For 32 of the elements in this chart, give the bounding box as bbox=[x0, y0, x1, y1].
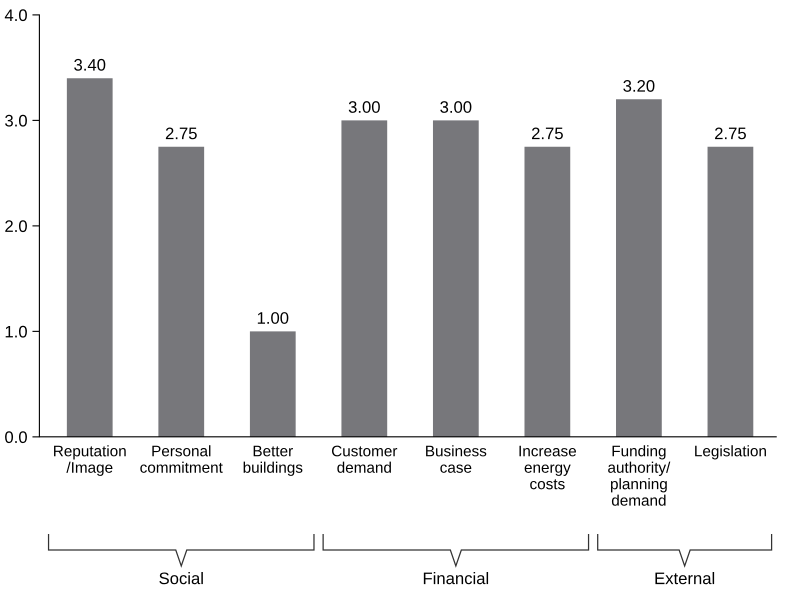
data-label: 3.20 bbox=[623, 80, 654, 92]
bar bbox=[341, 120, 388, 437]
x-tick-label: Increase energy costs bbox=[519, 446, 576, 490]
data-label: 2.75 bbox=[715, 128, 746, 140]
y-tick-label: 3.0 bbox=[5, 114, 27, 127]
y-tick-label: 0.0 bbox=[5, 431, 27, 444]
data-label: 2.75 bbox=[532, 128, 563, 140]
x-tick-label: Customer demand bbox=[332, 446, 398, 473]
bar bbox=[708, 146, 754, 437]
data-label: 1.00 bbox=[258, 312, 288, 324]
y-tick-label: 2.0 bbox=[5, 220, 27, 232]
data-label: 3.40 bbox=[74, 58, 106, 71]
x-tick-label: Personal commitment bbox=[140, 445, 223, 473]
x-tick-label: Better buildings bbox=[244, 446, 302, 476]
bar bbox=[432, 120, 479, 437]
text: External bbox=[655, 572, 714, 584]
x-tick-label: Business case bbox=[426, 445, 486, 473]
bar bbox=[250, 331, 296, 437]
data-label: 3.00 bbox=[348, 101, 380, 113]
data-label: 3.00 bbox=[440, 101, 472, 113]
data-label: 2.75 bbox=[166, 128, 197, 140]
x-tick-label: Reputation /Image bbox=[54, 445, 126, 476]
bar bbox=[524, 146, 570, 437]
y-tick-label: 1.0 bbox=[6, 326, 27, 338]
y-tick-label: 4.0 bbox=[4, 9, 27, 22]
bar bbox=[158, 146, 204, 437]
bar bbox=[616, 99, 662, 437]
text: Social bbox=[159, 572, 203, 584]
text: Financial bbox=[424, 572, 488, 584]
x-tick-label: Legislation bbox=[695, 445, 766, 460]
bar bbox=[66, 78, 113, 437]
x-tick-label: Funding authority/ planning demand bbox=[608, 445, 670, 506]
